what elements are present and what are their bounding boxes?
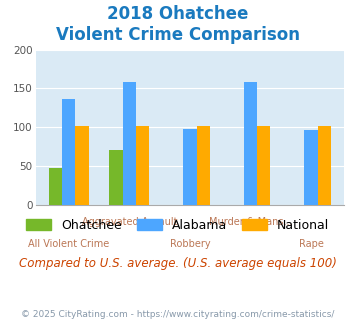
Bar (76, 126, 89, 205)
Text: Violent Crime Comparison: Violent Crime Comparison (55, 26, 300, 45)
Bar (123, 82, 136, 205)
Text: Robbery: Robbery (170, 239, 210, 249)
Text: All Violent Crime: All Violent Crime (28, 239, 109, 249)
Bar (109, 150, 123, 205)
Bar (318, 126, 331, 205)
Text: 2018 Ohatchee: 2018 Ohatchee (107, 5, 248, 23)
Text: Aggravated Assault: Aggravated Assault (82, 217, 177, 227)
Text: Murder & Mans...: Murder & Mans... (209, 217, 292, 227)
Bar (136, 126, 149, 205)
Legend: Ohatchee, Alabama, National: Ohatchee, Alabama, National (26, 219, 329, 232)
Bar (257, 126, 271, 205)
Text: Rape: Rape (299, 239, 323, 249)
Bar (304, 130, 318, 205)
Bar (183, 129, 197, 205)
Bar (244, 82, 257, 205)
Text: © 2025 CityRating.com - https://www.cityrating.com/crime-statistics/: © 2025 CityRating.com - https://www.city… (21, 310, 334, 319)
Text: Compared to U.S. average. (U.S. average equals 100): Compared to U.S. average. (U.S. average … (18, 257, 337, 270)
Bar (49, 168, 62, 205)
Bar (62, 99, 76, 205)
Bar (197, 126, 210, 205)
